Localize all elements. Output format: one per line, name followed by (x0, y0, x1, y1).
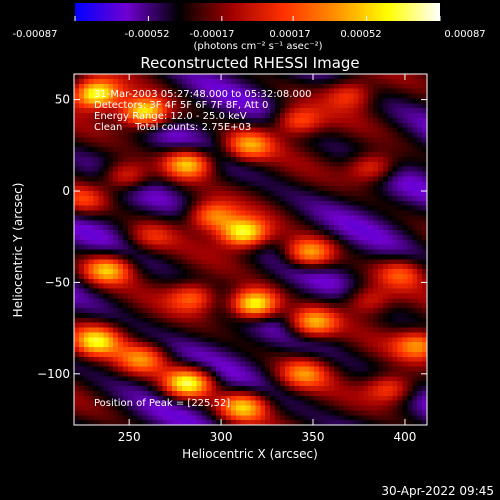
colorbar-gradient (75, 3, 440, 21)
colorbar-tick-label: -0.00017 (190, 29, 235, 40)
info-annotations: 31-Mar-2003 05:27:48.000 to 05:32:08.000… (94, 89, 312, 409)
y-axis-ticks: 50 0 −50 −100 (37, 93, 427, 381)
annotation-energy-range: Energy Range: 12.0 - 25.0 keV (94, 111, 247, 122)
annotation-time-range: 31-Mar-2003 05:27:48.000 to 05:32:08.000 (94, 89, 312, 100)
y-tick-label: −100 (37, 367, 70, 381)
footer-date: 30-Apr-2022 09:45 (381, 484, 494, 498)
y-tick-label: 0 (62, 184, 70, 198)
heatmap-image (74, 74, 427, 425)
annotation-peak-position: Position of Peak = [225,52] (94, 398, 230, 409)
annotation-clean-counts: Clean Total counts: 2.75E+03 (94, 122, 251, 133)
colorbar-tick-label: 0.00087 (444, 29, 485, 40)
x-tick-label: 300 (210, 430, 233, 444)
y-tick-label: −50 (45, 275, 70, 289)
x-tick-label: 350 (302, 430, 325, 444)
x-axis-label: Heliocentric X (arcsec) (182, 447, 318, 461)
x-axis-ticks: 250 300 350 400 (118, 74, 416, 444)
y-axis-label: Heliocentric Y (arcsec) (11, 183, 25, 318)
colorbar-tick-labels: -0.00087 -0.00052 -0.00017 0.00017 0.00052 0.… (13, 29, 486, 40)
colorbar-tick-label: -0.00052 (125, 29, 170, 40)
x-tick-label: 250 (118, 430, 141, 444)
colorbar-tick-label: 0.00052 (340, 29, 381, 40)
colorbar-unit-label: (photons cm⁻² s⁻¹ asec⁻²) (193, 41, 322, 52)
y-tick-label: 50 (55, 93, 70, 107)
plot-area: 250 300 350 400 50 0 −50 −100 (37, 73, 428, 444)
plot-frame (73, 73, 428, 426)
x-tick-label: 400 (393, 430, 416, 444)
colorbar-tick-label: 0.00017 (269, 29, 310, 40)
colorbar: -0.00087 -0.00052 -0.00017 0.00017 0.00052 0.… (13, 3, 486, 52)
annotation-detectors: Detectors: 3F 4F 5F 6F 7F 8F, Att 0 (94, 100, 268, 111)
chart-title: Reconstructed RHESSI Image (140, 54, 359, 72)
colorbar-tick-label: -0.00087 (13, 29, 58, 40)
colorbar-ticks (74, 16, 441, 21)
